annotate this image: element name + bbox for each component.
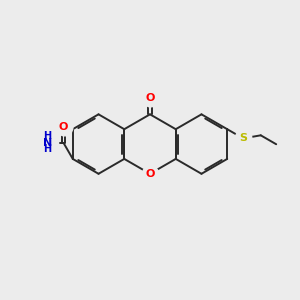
Text: S: S xyxy=(239,134,247,143)
Text: O: O xyxy=(145,169,155,179)
Text: N: N xyxy=(43,138,52,148)
Text: H: H xyxy=(43,131,51,141)
Text: H: H xyxy=(43,145,51,154)
Text: O: O xyxy=(59,122,68,132)
Text: O: O xyxy=(145,93,155,103)
